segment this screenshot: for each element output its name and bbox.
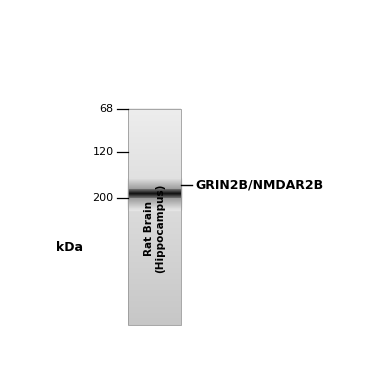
Text: 68: 68 xyxy=(100,104,114,114)
Bar xyxy=(128,108,181,325)
Text: 120: 120 xyxy=(93,147,114,157)
Text: GRIN2B/NMDAR2B: GRIN2B/NMDAR2B xyxy=(195,178,323,192)
Text: Rat Brain
(Hippocampus): Rat Brain (Hippocampus) xyxy=(144,184,165,273)
Text: 200: 200 xyxy=(93,193,114,203)
Text: kDa: kDa xyxy=(56,241,82,254)
